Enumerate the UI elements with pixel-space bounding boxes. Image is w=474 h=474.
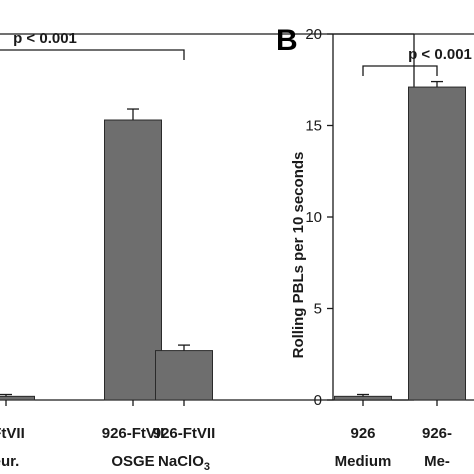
bar <box>104 119 162 401</box>
category-label-line2: eur. <box>0 453 19 470</box>
y-tick-label: 20 <box>305 26 322 43</box>
bar <box>155 350 213 401</box>
category-label-line2: Me- <box>424 453 450 470</box>
significance-bracket <box>0 49 185 60</box>
category-label-line2: Medium <box>335 453 392 470</box>
y-tick-label: 10 <box>305 209 322 226</box>
category-label-line2: NaClO3 <box>158 453 210 473</box>
panel-b-letter: B <box>276 24 298 57</box>
p-value-label: p < 0.001 <box>408 46 472 63</box>
significance-bracket <box>362 65 438 76</box>
panel-b-chart: B Rolling PBLs per 10 seconds 0 5 10 15 20 92… <box>276 24 474 470</box>
category-label-line1: 926-FtVII <box>153 425 216 442</box>
category-label-line1: 926- <box>422 425 452 442</box>
bar <box>334 395 392 401</box>
category-label-line1: 926 <box>350 425 375 442</box>
bar <box>0 395 35 401</box>
panel-a-chart: -FtVII eur. 926-FtVII OSGE 926-FtVII NaClO3 p … <box>0 30 415 473</box>
y-tick-label: 15 <box>305 118 322 135</box>
panel-b-y-axis-title: Rolling PBLs per 10 seconds <box>290 152 307 359</box>
bar <box>408 86 466 401</box>
category-label-line2: OSGE <box>111 453 154 470</box>
y-tick-label: 0 <box>314 392 322 409</box>
y-tick-label: 5 <box>314 301 322 318</box>
category-label-line1: 926-FtVII <box>102 425 165 442</box>
p-value-label: p < 0.001 <box>13 30 77 47</box>
category-label-line1: -FtVII <box>0 425 25 442</box>
